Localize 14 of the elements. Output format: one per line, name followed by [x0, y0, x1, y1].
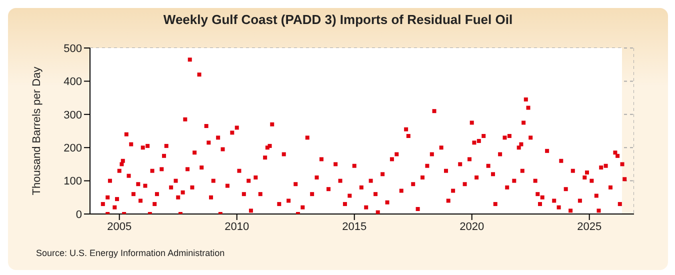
x-tick-label: 2015 — [342, 220, 367, 233]
y-tick-label: 0 — [76, 208, 82, 221]
y-tick-label: 400 — [64, 76, 82, 88]
y-axis-title: Thousand Barrels per Day — [30, 66, 43, 196]
x-tick-label: 2020 — [460, 220, 484, 233]
y-tick-label: 500 — [64, 42, 82, 55]
y-tick-label: 100 — [64, 176, 82, 188]
source-note: Source: U.S. Energy Information Administration — [36, 248, 225, 258]
x-tick-label: 2005 — [107, 220, 132, 233]
x-tick-label: 2025 — [577, 220, 602, 233]
x-tick-label: 2010 — [224, 220, 250, 233]
chart-title: Weekly Gulf Coast (PADD 3) Imports of Residual Fuel Oil — [162, 12, 514, 27]
y-tick-label: 300 — [64, 109, 82, 122]
y-tick-label: 200 — [64, 142, 82, 155]
